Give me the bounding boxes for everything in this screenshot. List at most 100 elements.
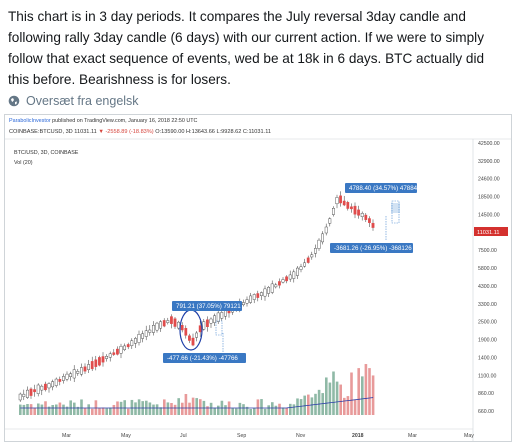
volume-bar [307,394,310,415]
volume-bar [278,403,281,415]
translate-link[interactable]: Oversæt fra engelsk [8,94,139,108]
label-lower-rise: 791.21 (37.05%) 79121 [176,303,241,310]
candle-body [123,345,127,350]
volume-bar [58,402,62,415]
chart-image[interactable]: ParabolicInvestor published on TradingVi… [4,114,512,442]
candle-body [328,218,332,224]
chart-published: published on TradingView.com, January 16… [52,118,198,124]
volume-bar [328,382,332,415]
label-lower-drop: -477.66 (-21.43%) -47766 [167,355,238,362]
x-tick-label: 2018 [352,433,364,439]
candle-body [324,226,328,234]
candle-body [223,310,227,317]
volume-bar [289,403,292,415]
candle-body [205,319,209,328]
candle-body [40,385,44,391]
volume-bar [285,407,288,415]
candle-body [360,212,364,218]
price-label-badge [474,227,508,236]
candle-body [198,325,202,333]
candle-body [288,274,292,280]
volume-bar [321,393,324,415]
volume-bar [281,407,285,415]
chart-change: ▼ -2558.89 (-18.83%) [98,129,154,135]
volume-bar [65,406,69,415]
candle-body [317,239,321,249]
candle-body [148,329,152,333]
volume-bar [148,402,152,415]
candle-body [267,287,270,294]
volume-bar [368,368,371,415]
candle-body [137,334,141,343]
candle-body [90,361,94,370]
candle-body [159,321,162,329]
volume-bar [245,406,249,415]
volume-bar [22,404,26,415]
y-tick-label: 24600.00 [478,177,500,183]
candle-body [220,312,224,319]
volume-bar [152,404,155,415]
volume-bar [217,405,220,415]
volume-bar [263,408,267,415]
x-tick-label: Nov [296,433,306,439]
volume-bar [155,404,159,415]
y-tick-label: 32900.00 [478,159,500,165]
volume-bar [274,405,278,415]
y-tick-label: 860.00 [478,391,494,397]
candle-body [151,325,155,333]
y-tick-label: 2500.00 [478,320,497,326]
candle-body [133,338,137,344]
volume-bar [195,398,198,415]
volume-bar [188,402,191,415]
volume-bar [98,408,101,415]
translate-label[interactable]: Oversæt fra engelsk [26,94,139,108]
candle-body [281,279,285,283]
candle-body [259,292,263,296]
volume-bar [242,404,245,415]
candle-body [101,356,105,363]
volume-bar [325,377,328,415]
volume-bar [80,399,83,415]
volume-ma-line [20,397,374,409]
candle-body [184,328,188,336]
candle-body [141,333,144,339]
candle-body [54,378,58,386]
volume-bar [119,401,123,415]
chart-author[interactable]: ParabolicInvestor [9,118,51,124]
candle-body [44,383,47,391]
chart-attribution: ParabolicInvestor published on TradingVi… [9,118,197,124]
candle-body [26,389,29,398]
candle-body [353,205,357,215]
volume-bar [209,402,213,415]
candle-body [285,276,288,282]
candle-body [339,195,342,204]
y-tick-label: 7500.00 [478,248,497,254]
price-candles [18,191,375,402]
candle-body [241,302,245,306]
candle-body [130,340,134,347]
volume-bar [166,402,170,415]
volume-bar [40,404,44,415]
volume-bar [123,400,126,415]
volume-bar [47,406,51,415]
candle-body [303,262,306,267]
volume-bar [256,399,260,415]
volume-bar [339,384,342,415]
candle-body [166,320,170,323]
volume-bar [253,408,256,415]
volume-bar [101,407,105,415]
tweet-text: This chart is in 3 day periods. It compa… [8,9,485,87]
volume-bar [249,408,252,415]
candle-body [58,379,62,382]
volume-bar [170,403,173,415]
y-tick-label: 660.00 [478,409,494,415]
volume-bar [109,407,112,415]
y-tick-label: 1900.00 [478,338,497,344]
volume-bar [238,402,242,415]
volume-bar [371,375,375,415]
y-tick-label: 3300.00 [478,302,497,308]
candle-body [36,384,40,394]
chart-symbol-price: COINBASE:BTCUSD, 3D 11031.11 [9,129,97,135]
volume-bar [224,405,227,415]
volume-bar [26,404,29,415]
